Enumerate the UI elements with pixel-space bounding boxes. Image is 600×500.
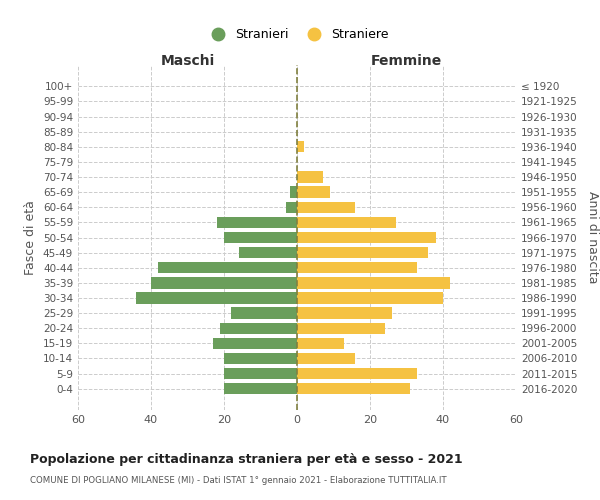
Bar — [297, 186, 330, 198]
Bar — [297, 383, 410, 394]
Bar — [286, 202, 297, 213]
Bar — [297, 216, 395, 228]
Bar — [297, 308, 392, 318]
Bar — [297, 172, 323, 182]
Bar — [151, 277, 297, 288]
Text: Popolazione per cittadinanza straniera per età e sesso - 2021: Popolazione per cittadinanza straniera p… — [30, 452, 463, 466]
Y-axis label: Anni di nascita: Anni di nascita — [586, 191, 599, 284]
Text: COMUNE DI POGLIANO MILANESE (MI) - Dati ISTAT 1° gennaio 2021 - Elaborazione TUT: COMUNE DI POGLIANO MILANESE (MI) - Dati … — [30, 476, 446, 485]
Text: Maschi: Maschi — [160, 54, 215, 68]
Bar — [224, 368, 297, 379]
Bar — [297, 292, 443, 304]
Bar — [239, 247, 297, 258]
Bar — [224, 383, 297, 394]
Bar — [297, 202, 355, 213]
Bar — [224, 353, 297, 364]
Bar — [158, 262, 297, 274]
Bar — [297, 232, 436, 243]
Bar — [297, 322, 385, 334]
Bar — [297, 262, 418, 274]
Text: Femmine: Femmine — [371, 54, 442, 68]
Bar — [232, 308, 297, 318]
Bar — [297, 141, 304, 152]
Bar — [217, 216, 297, 228]
Bar — [220, 322, 297, 334]
Bar — [224, 232, 297, 243]
Bar — [297, 277, 450, 288]
Y-axis label: Fasce di età: Fasce di età — [25, 200, 37, 275]
Bar — [297, 247, 428, 258]
Bar — [136, 292, 297, 304]
Bar — [290, 186, 297, 198]
Bar — [297, 353, 355, 364]
Bar — [297, 338, 344, 349]
Legend: Stranieri, Straniere: Stranieri, Straniere — [200, 23, 394, 46]
Bar — [213, 338, 297, 349]
Bar — [297, 368, 418, 379]
